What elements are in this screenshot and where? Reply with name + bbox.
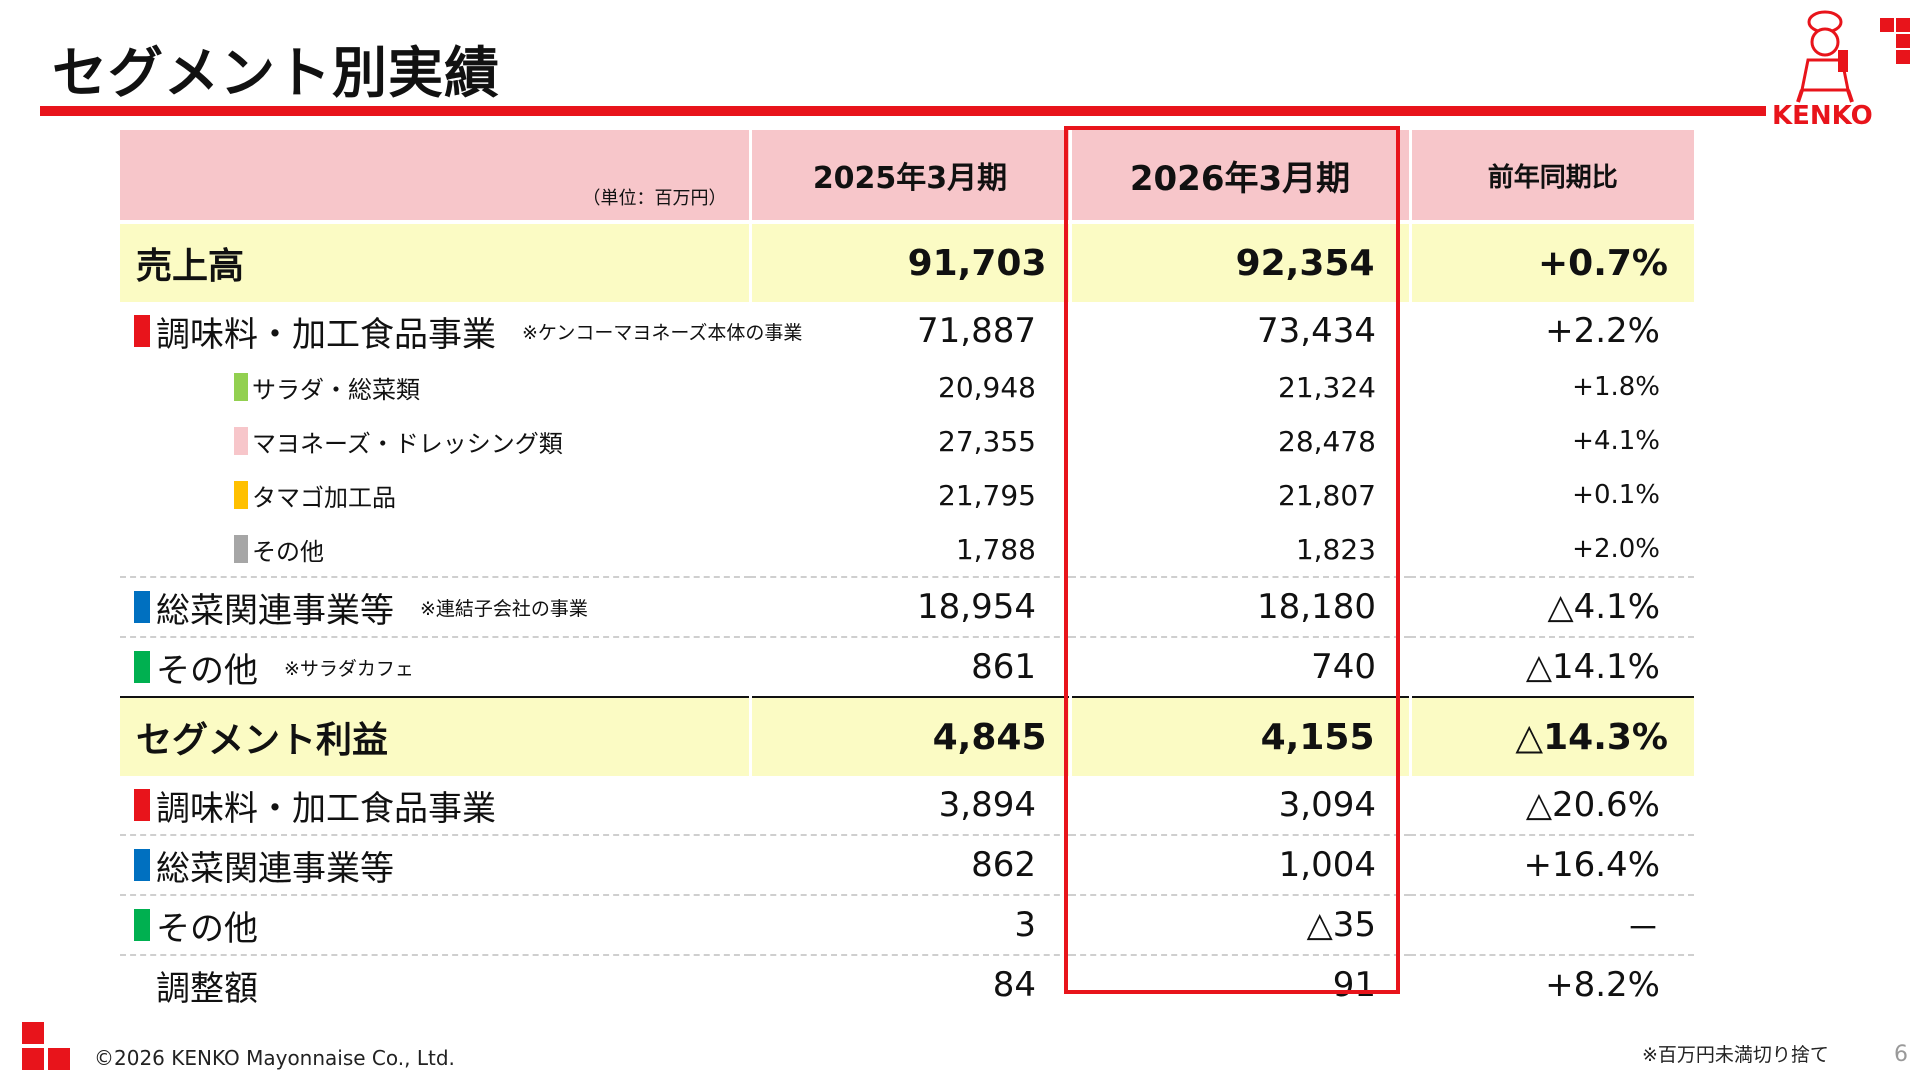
row-yoy: △4.1%: [1410, 577, 1694, 638]
segment-color-marker: [234, 481, 248, 509]
segment-color-marker: [234, 535, 248, 563]
row-curr: 21,807: [1278, 478, 1376, 512]
row-note: ※連結子会社の事業: [420, 597, 588, 620]
sales-prev: 91,703: [750, 220, 1072, 302]
segment-color-marker: [134, 591, 150, 623]
header-curr: 2026年3月期: [1070, 130, 1412, 222]
segment-color-marker: [134, 909, 150, 941]
row-curr: 28,478: [1278, 424, 1376, 458]
row-yoy: +1.8%: [1572, 372, 1660, 402]
row-label: 総菜関連事業等: [156, 848, 394, 889]
table-row: 総菜関連事業等 862 1,004 +16.4%: [120, 835, 1694, 896]
row-curr: 91: [1332, 965, 1376, 1005]
row-curr: 740: [1311, 647, 1376, 687]
segment-color-marker: [134, 315, 150, 347]
title-underline: [40, 106, 1766, 116]
row-prev: 862: [750, 835, 1070, 896]
table-row: サラダ・総菜類 20,948 21,324 +1.8%: [120, 360, 1694, 414]
table-row: タマゴ加工品 21,795 21,807 +0.1%: [120, 468, 1694, 522]
row-label: 調整額: [156, 968, 258, 1009]
kenko-logo: KENKO: [1772, 10, 1910, 128]
table-row: 総菜関連事業等 ※連結子会社の事業 18,954 18,180 △4.1%: [120, 577, 1694, 638]
row-prev: 21,795: [938, 478, 1036, 512]
footer-logo-mark: [22, 1022, 70, 1070]
row-curr: 1,823: [1295, 532, 1376, 566]
page-number: 6: [1894, 1042, 1908, 1067]
sales-total-row: 売上高 91,703 92,354 +0.7%: [120, 220, 1694, 302]
row-yoy: +2.2%: [1545, 311, 1660, 351]
table-row: その他 1,788 1,823 +2.0%: [120, 522, 1694, 577]
segment-color-marker: [234, 427, 248, 455]
row-curr: 1,004: [1070, 835, 1410, 896]
profit-yoy: △14.3%: [1410, 696, 1694, 776]
row-label: その他: [156, 650, 258, 691]
row-prev: 3: [750, 895, 1070, 956]
profit-prev: 4,845: [750, 696, 1072, 776]
row-label: 調味料・加工食品事業: [156, 314, 496, 355]
row-prev: 861: [971, 647, 1036, 687]
row-prev: 1,788: [955, 532, 1036, 566]
profit-total-row: セグメント利益 4,845 4,155 △14.3%: [120, 696, 1694, 776]
row-note: ※サラダカフェ: [284, 657, 414, 680]
footnote-text: ※百万円未満切り捨て: [1642, 1044, 1829, 1066]
profit-curr: 4,155: [1070, 696, 1412, 776]
table-row: 調味料・加工食品事業 3,894 3,094 △20.6%: [120, 776, 1694, 836]
row-label: その他: [156, 908, 258, 949]
page-title: セグメント別実績: [52, 41, 501, 105]
row-yoy: △14.1%: [1525, 647, 1660, 687]
row-yoy: △20.6%: [1410, 776, 1694, 836]
row-prev: 18,954: [750, 577, 1070, 638]
table-row: 調整額 84 91 +8.2%: [120, 955, 1694, 1014]
row-label: 調味料・加工食品事業: [156, 788, 496, 829]
sales-yoy: +0.7%: [1410, 220, 1694, 302]
row-yoy: +0.1%: [1572, 480, 1660, 510]
row-prev: 84: [992, 965, 1036, 1005]
row-prev: 3,894: [750, 776, 1070, 836]
segment-color-marker: [134, 789, 150, 821]
table-row: マヨネーズ・ドレッシング類 27,355 28,478 +4.1%: [120, 414, 1694, 468]
row-label: サラダ・総菜類: [252, 375, 420, 404]
table-row: 調味料・加工食品事業 ※ケンコーマヨネーズ本体の事業 71,887 73,434 …: [120, 302, 1694, 360]
row-curr: 3,094: [1070, 776, 1410, 836]
segment-table: （単位：百万円） 2025年3月期 2026年3月期 前年同期比 売上高 91,…: [120, 130, 1694, 1014]
row-label: 総菜関連事業等: [156, 590, 394, 631]
table-header: （単位：百万円） 2025年3月期 2026年3月期 前年同期比: [120, 130, 1694, 222]
row-yoy: +16.4%: [1410, 835, 1694, 896]
sales-curr: 92,354: [1070, 220, 1412, 302]
row-prev: 71,887: [917, 311, 1036, 351]
table-row: その他 3 △35 －: [120, 895, 1694, 956]
row-curr: 21,324: [1278, 370, 1376, 404]
row-curr: 18,180: [1070, 577, 1410, 638]
row-label: その他: [252, 537, 324, 566]
row-prev: 27,355: [938, 424, 1036, 458]
row-yoy: －: [1410, 895, 1694, 956]
row-yoy: +2.0%: [1572, 534, 1660, 564]
row-prev: 20,948: [938, 370, 1036, 404]
header-yoy: 前年同期比: [1410, 130, 1694, 222]
row-label: タマゴ加工品: [252, 483, 396, 512]
row-yoy: +4.1%: [1572, 426, 1660, 456]
brand-text: KENKO: [1772, 101, 1873, 128]
row-note: ※ケンコーマヨネーズ本体の事業: [522, 321, 803, 344]
segment-color-marker: [134, 651, 150, 683]
segment-color-marker: [134, 849, 150, 881]
row-yoy: +8.2%: [1545, 965, 1660, 1005]
row-curr: 73,434: [1257, 311, 1376, 351]
row-curr: △35: [1070, 895, 1410, 956]
table-row: その他 ※サラダカフェ 861 740 △14.1%: [120, 637, 1694, 697]
row-label: マヨネーズ・ドレッシング類: [252, 429, 563, 458]
segment-color-marker: [234, 373, 248, 401]
sales-label: 売上高: [120, 220, 752, 302]
unit-label: （単位：百万円）: [120, 130, 752, 222]
copyright-text: ©2026 KENKO Mayonnaise Co., Ltd.: [94, 1046, 455, 1070]
profit-label: セグメント利益: [120, 696, 752, 776]
header-prev: 2025年3月期: [750, 130, 1072, 222]
